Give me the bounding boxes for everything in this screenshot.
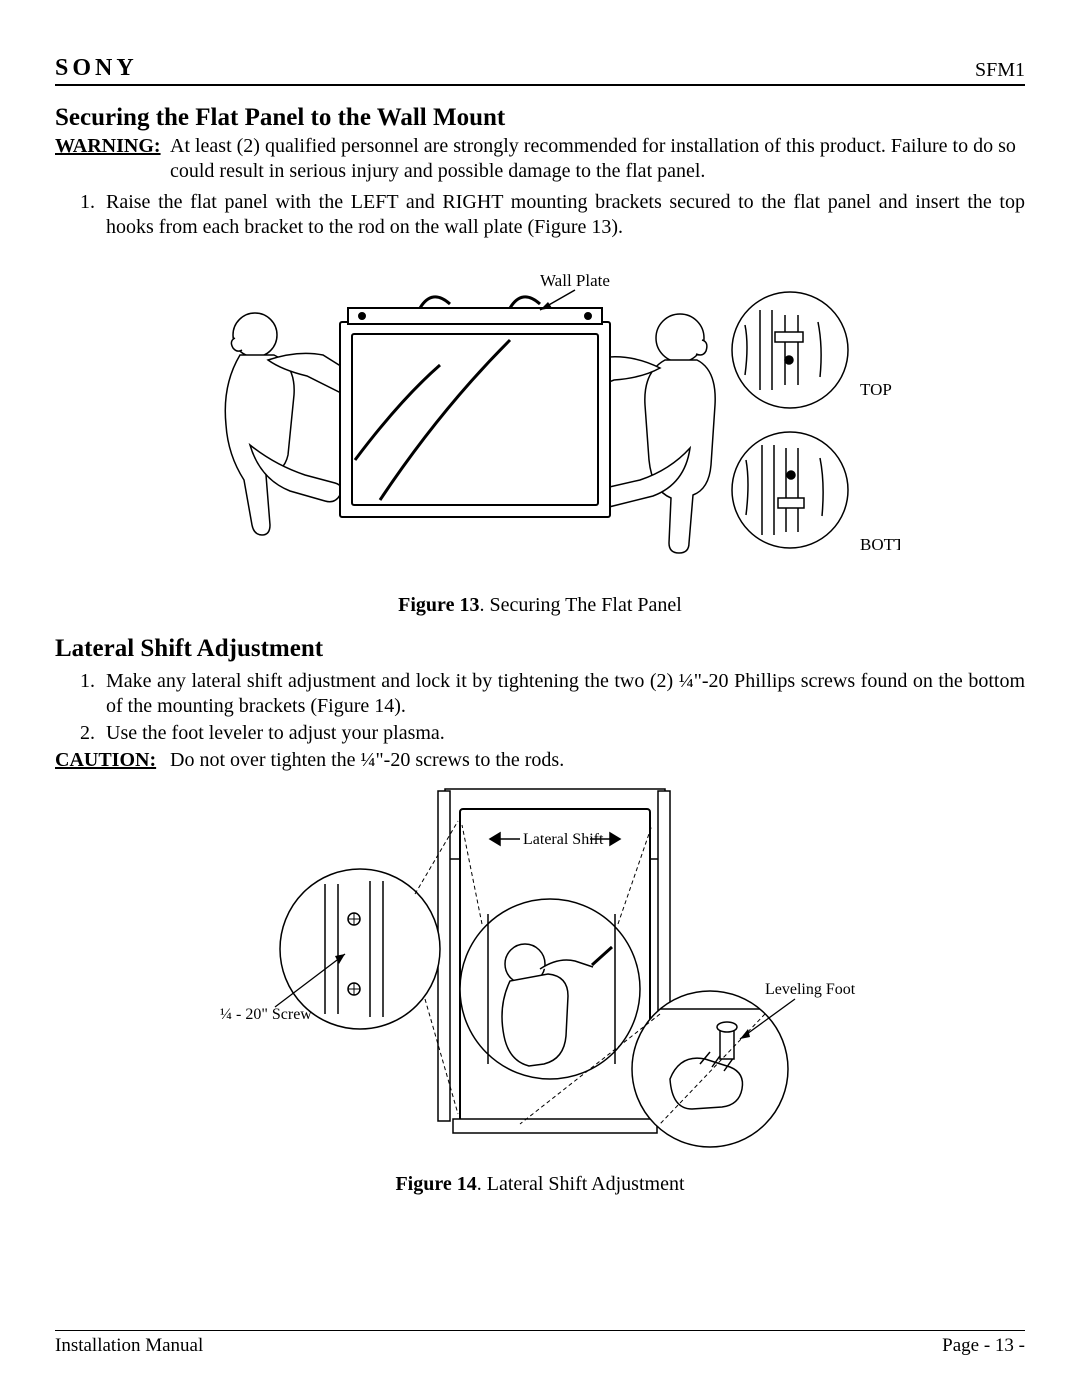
label-wall-plate: Wall Plate — [540, 271, 610, 290]
step-item: Use the foot leveler to adjust your plas… — [100, 721, 1025, 746]
page-footer: Installation Manual Page - 13 - — [55, 1330, 1025, 1357]
figure-14-caption: Figure 14. Lateral Shift Adjustment — [395, 1173, 684, 1196]
model-number: SFM1 — [975, 59, 1025, 82]
step-item: Raise the flat panel with the LEFT and R… — [100, 190, 1025, 240]
steps-list-2: Make any lateral shift adjustment and lo… — [55, 669, 1025, 746]
warning-label: WARNING: — [55, 134, 170, 184]
figure-14-caption-rest: . Lateral Shift Adjustment — [477, 1173, 685, 1195]
page-header: SONY SFM1 — [55, 55, 1025, 86]
section-title-securing: Securing the Flat Panel to the Wall Moun… — [55, 104, 1025, 132]
caution-text: Do not over tighten the ¼"-20 screws to … — [170, 748, 1025, 773]
steps-list-1: Raise the flat panel with the LEFT and R… — [55, 190, 1025, 240]
caution-block: CAUTION: Do not over tighten the ¼"-20 s… — [55, 748, 1025, 773]
step-item: Make any lateral shift adjustment and lo… — [100, 669, 1025, 719]
figure-14-diagram: Lateral Shift — [220, 779, 860, 1159]
footer-right: Page - 13 - — [942, 1335, 1025, 1357]
figure-14-svg: Lateral Shift — [220, 779, 860, 1159]
label-screw: ¼ - 20" Screw — [220, 1006, 312, 1023]
figure-14-caption-bold: Figure 14 — [395, 1173, 476, 1195]
label-bottom: BOTTOM — [860, 535, 900, 554]
figure-13-diagram: Wall Plate TOP — [180, 260, 900, 580]
label-leveling-foot: Leveling Foot — [765, 981, 856, 998]
warning-block: WARNING: At least (2) qualified personne… — [55, 134, 1025, 184]
figure-13-caption: Figure 13. Securing The Flat Panel — [398, 594, 682, 617]
figure-13-block: Wall Plate TOP — [55, 260, 1025, 617]
brand-logo: SONY — [55, 55, 138, 82]
footer-left: Installation Manual — [55, 1335, 203, 1357]
label-lateral-shift: Lateral Shift — [523, 831, 604, 848]
figure-13-caption-bold: Figure 13 — [398, 594, 479, 616]
section-title-lateral: Lateral Shift Adjustment — [55, 635, 1025, 663]
document-page: SONY SFM1 Securing the Flat Panel to the… — [0, 0, 1080, 1397]
figure-14-block: Lateral Shift — [55, 779, 1025, 1196]
warning-text: At least (2) qualified personnel are str… — [170, 134, 1025, 184]
label-top: TOP — [860, 380, 892, 399]
figure-13-caption-rest: . Securing The Flat Panel — [479, 594, 681, 616]
caution-label: CAUTION: — [55, 748, 170, 773]
figure-13-svg: Wall Plate TOP — [180, 260, 900, 580]
